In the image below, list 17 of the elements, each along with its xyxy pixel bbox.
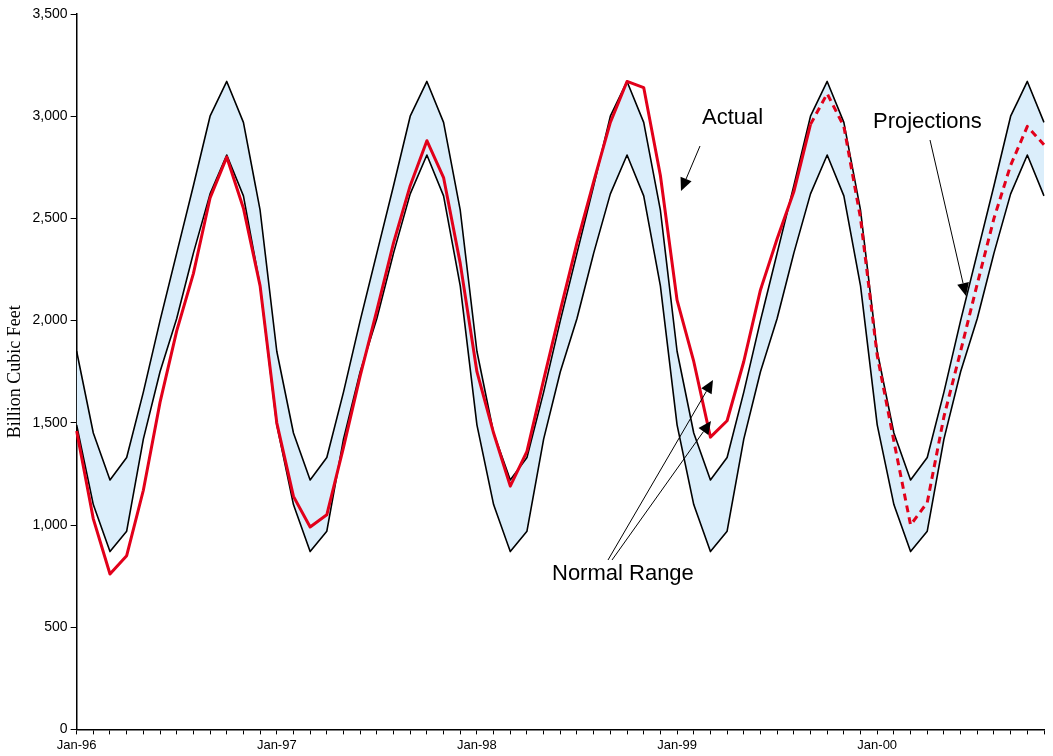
y-tick-label: 2,000 xyxy=(32,311,68,328)
x-tick-label: Jan-98 xyxy=(457,736,497,752)
y-tick-label: 2,500 xyxy=(32,209,68,226)
y-tick-label: 0 xyxy=(59,720,68,737)
x-tick-label: Jan-96 xyxy=(56,736,97,752)
x-tick-label: Jan-97 xyxy=(256,736,297,752)
x-tick-label: Jan-99 xyxy=(657,736,697,752)
y-tick-label: 3,500 xyxy=(32,4,68,21)
y-tick-label: 500 xyxy=(44,618,68,635)
y-tick-label: 3,000 xyxy=(32,107,68,124)
y-tick-label: 1,000 xyxy=(32,515,68,532)
annotation: Normal Range xyxy=(552,560,694,586)
x-tick-label: Jan-00 xyxy=(857,736,898,752)
y-tick-label: 1,500 xyxy=(32,413,68,430)
annotation: Actual xyxy=(702,104,764,130)
annotation: Projections xyxy=(873,108,982,134)
y-axis-title: Billion Cubic Feet xyxy=(3,305,24,439)
